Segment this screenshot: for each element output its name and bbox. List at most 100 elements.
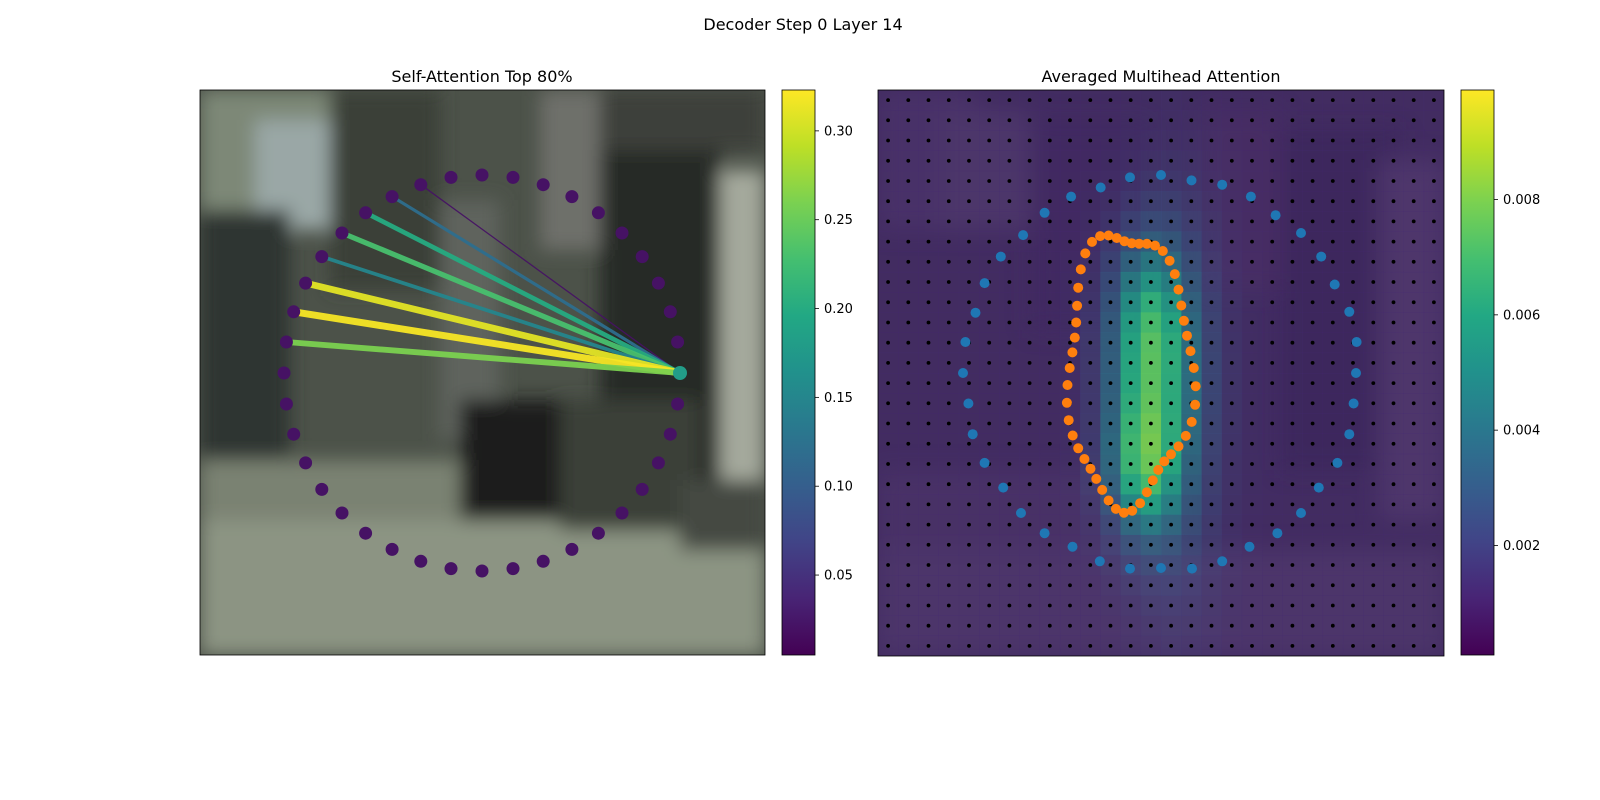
- grid-marker: [906, 381, 911, 385]
- attention-line: [304, 279, 681, 377]
- grid-marker: [967, 563, 971, 567]
- grid-marker: [926, 623, 931, 628]
- grid-marker: [1391, 421, 1396, 426]
- grid-marker: [1047, 199, 1052, 204]
- grid-marker: [1068, 320, 1072, 325]
- blue-contour-point: [1244, 541, 1255, 552]
- left-panel-title: Self-Attention Top 80%: [391, 67, 572, 86]
- grid-marker: [1209, 280, 1214, 284]
- grid-marker: [1391, 522, 1396, 527]
- grid-marker: [1250, 320, 1254, 325]
- contour-point: [506, 170, 520, 184]
- grid-marker: [1108, 542, 1113, 547]
- grid-marker: [1250, 219, 1254, 224]
- orange-contour-point: [1135, 498, 1146, 509]
- grid-marker: [1027, 603, 1032, 608]
- grid-marker: [1027, 421, 1032, 426]
- grid-marker: [1027, 381, 1032, 385]
- grid-marker: [1351, 563, 1355, 567]
- grid-marker: [1270, 421, 1275, 426]
- grid-marker: [1411, 158, 1416, 163]
- grid-marker: [1310, 118, 1315, 123]
- orange-contour-point: [1119, 236, 1130, 247]
- grid-marker: [1149, 563, 1153, 567]
- grid-marker: [1169, 381, 1173, 385]
- grid-marker: [1310, 320, 1315, 325]
- grid-marker: [1068, 502, 1072, 507]
- grid-marker: [1310, 462, 1315, 466]
- grid-marker: [946, 158, 951, 163]
- grid-marker: [1189, 644, 1194, 648]
- contour-point: [536, 178, 550, 192]
- grid-marker: [1088, 441, 1093, 446]
- contour-point: [315, 482, 329, 496]
- grid-marker: [1088, 280, 1093, 284]
- grid-marker: [1229, 320, 1234, 325]
- grid-marker: [1330, 199, 1335, 204]
- grid-marker: [1290, 542, 1295, 547]
- grid-marker: [1027, 280, 1032, 284]
- grid-marker: [1330, 644, 1335, 648]
- grid-marker: [1371, 98, 1376, 102]
- grid-marker: [1391, 280, 1396, 284]
- blue-contour-point: [1272, 528, 1283, 539]
- grid-marker: [1128, 623, 1133, 628]
- grid-marker: [1250, 158, 1254, 163]
- grid-marker: [1209, 522, 1214, 527]
- grid-marker: [1310, 138, 1315, 143]
- grid-marker: [946, 603, 951, 608]
- grid-marker: [926, 441, 931, 446]
- grid-marker: [1027, 522, 1032, 527]
- grid-marker: [1371, 583, 1376, 588]
- grid-marker: [1330, 138, 1335, 143]
- grid-marker: [1149, 401, 1153, 406]
- grid-marker: [906, 340, 911, 345]
- grid-marker: [1330, 118, 1335, 123]
- grid-marker: [1007, 583, 1012, 588]
- grid-marker: [1371, 401, 1376, 406]
- grid-marker: [1189, 441, 1194, 446]
- contour-point: [359, 206, 373, 220]
- grid-marker: [886, 623, 890, 628]
- grid-marker: [1330, 522, 1335, 527]
- grid-marker: [1351, 239, 1355, 244]
- grid-marker: [967, 462, 971, 466]
- grid-marker: [1330, 482, 1335, 487]
- grid-marker: [946, 623, 951, 628]
- grid-marker: [1391, 340, 1396, 345]
- grid-marker: [1128, 280, 1133, 284]
- blue-contour-point: [1039, 528, 1050, 539]
- grid-marker: [1149, 522, 1153, 527]
- grid-marker: [926, 98, 931, 102]
- grid-marker: [1351, 381, 1355, 385]
- grid-marker: [1250, 340, 1254, 345]
- grid-marker: [1371, 280, 1376, 284]
- grid-marker: [1189, 340, 1194, 345]
- grid-marker: [1290, 381, 1295, 385]
- grid-marker: [1290, 441, 1295, 446]
- grid-marker: [1290, 239, 1295, 244]
- grid-marker: [1229, 381, 1234, 385]
- blue-contour-point: [1018, 230, 1029, 241]
- grid-marker: [1290, 259, 1295, 264]
- grid-marker: [1169, 421, 1173, 426]
- blue-contour-points: [958, 170, 1362, 574]
- grid-marker: [1128, 158, 1133, 163]
- orange-contour-point: [1134, 238, 1145, 249]
- grid-marker: [1149, 320, 1153, 325]
- grid-marker: [1250, 563, 1254, 567]
- grid-marker: [1411, 563, 1416, 567]
- grid-marker: [1189, 300, 1194, 305]
- grid-marker: [987, 644, 992, 648]
- grid-marker: [1189, 239, 1194, 244]
- grid-marker: [1411, 502, 1416, 507]
- grid-marker: [1270, 462, 1275, 466]
- grid-marker: [1007, 542, 1012, 547]
- grid-marker: [1007, 259, 1012, 264]
- grid-marker: [946, 644, 951, 648]
- grid-marker: [1169, 401, 1173, 406]
- grid-marker: [1411, 482, 1416, 487]
- grid-marker: [1391, 320, 1396, 325]
- contour-point: [671, 335, 685, 349]
